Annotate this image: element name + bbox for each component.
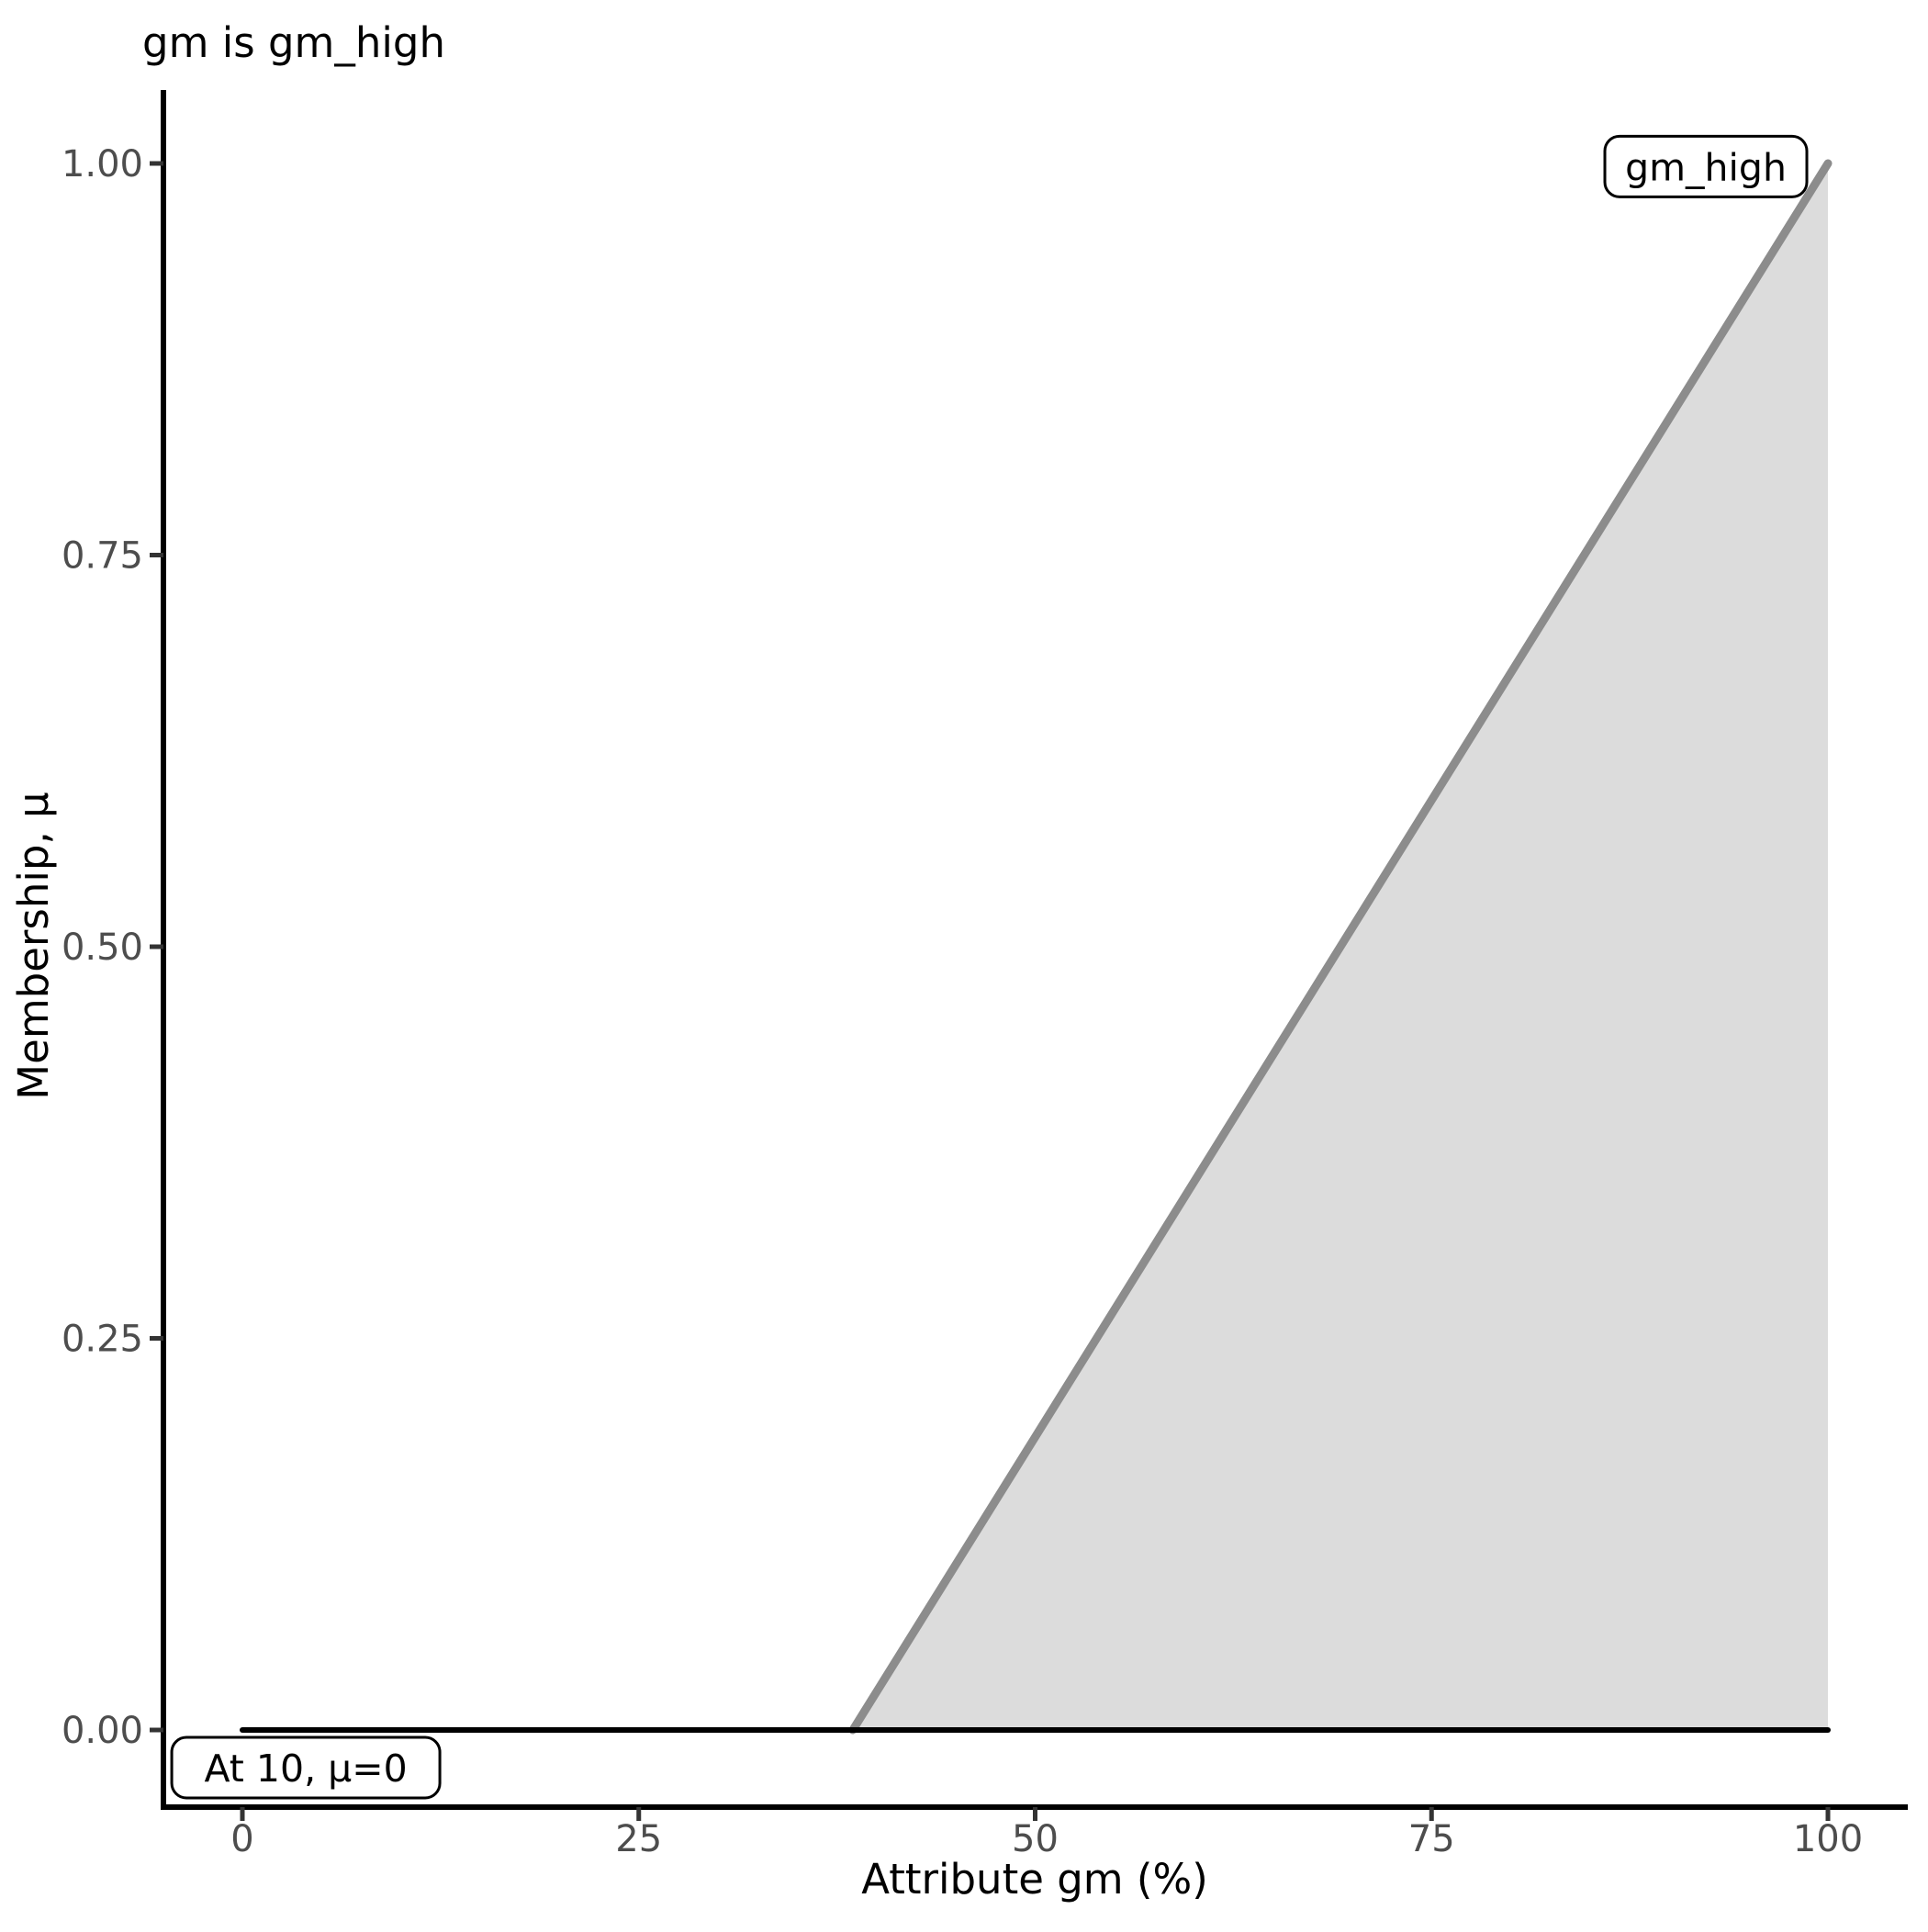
series-line-gm-high-membership-function: [848, 159, 1833, 1735]
x-tick-label: 100: [1793, 1818, 1863, 1860]
y-tick-label: 0.50: [62, 927, 143, 969]
x-tick-label: 75: [1408, 1818, 1455, 1860]
x-tick-label: 50: [1012, 1818, 1059, 1860]
x-tick-label: 25: [615, 1818, 662, 1860]
y-tick-label: 0.25: [62, 1319, 143, 1361]
y-tick-label: 1.00: [62, 143, 143, 185]
y-axis-ticks: 0.00 0.25 0.50 0.75 1.00: [62, 143, 163, 1752]
x-tick-label: 0: [230, 1818, 253, 1860]
annotation-box: [1603, 134, 1809, 198]
chart-title: gm is gm_high: [142, 18, 445, 67]
annotation-box: [170, 1735, 442, 1800]
annotations-layer: gm_high At 10, μ=0: [170, 134, 1809, 1800]
series-layer: [240, 159, 1833, 1735]
annotation-label: gm_high: [1625, 145, 1787, 189]
annotation-label: At 10, μ=0: [204, 1747, 407, 1791]
y-axis-title: Membership, μ: [9, 792, 58, 1099]
y-tick-label: 0.75: [62, 535, 143, 578]
x-axis-title: Attribute gm (%): [861, 1855, 1208, 1904]
x-axis-ticks: 0 25 50 75 100: [230, 1807, 1863, 1860]
y-tick-label: 0.00: [62, 1710, 143, 1752]
